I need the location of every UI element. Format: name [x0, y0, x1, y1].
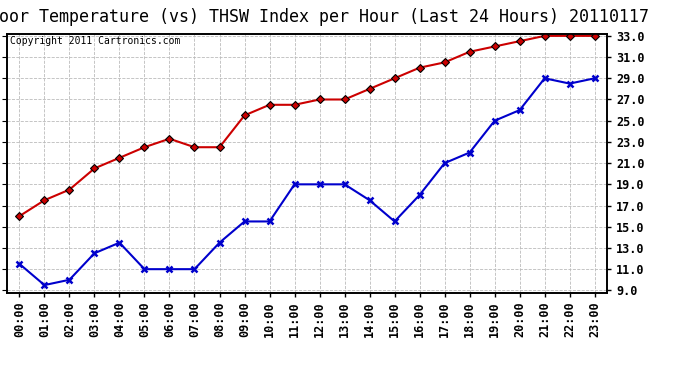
Text: Copyright 2011 Cartronics.com: Copyright 2011 Cartronics.com: [10, 36, 180, 46]
Text: Outdoor Temperature (vs) THSW Index per Hour (Last 24 Hours) 20110117: Outdoor Temperature (vs) THSW Index per …: [0, 8, 649, 26]
